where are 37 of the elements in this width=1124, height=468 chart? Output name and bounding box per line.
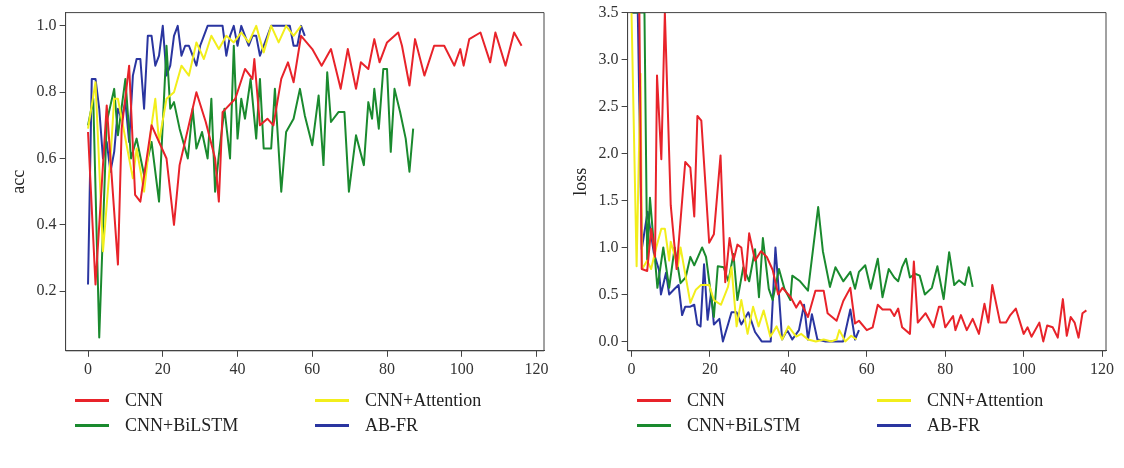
legend-label: CNN+Attention [927,390,1044,411]
x-tick-label: 80 [379,359,396,377]
y-tick-label: 0.2 [36,281,57,299]
y-tick-label: 1.0 [598,237,619,255]
y-tick-label: 0.0 [598,331,619,349]
x-tick-label: 120 [1090,359,1115,377]
x-tick-label: 0 [84,359,93,377]
x-tick-label: 40 [229,359,246,377]
y-tick-label: 0.4 [36,215,57,233]
x-tick-label: 100 [1011,359,1036,377]
x-tick-label: 0 [627,359,636,377]
x-tick-label: 20 [701,359,718,377]
y-tick-label: 1.0 [36,16,57,34]
x-tick-label: 60 [304,359,321,377]
y-tick-label: 2.5 [598,96,619,114]
x-tick-label: 120 [524,359,549,377]
legend-label: CNN [125,390,164,411]
x-tick-label: 80 [937,359,954,377]
y-tick-label: 1.5 [598,190,619,208]
y-axis-title: acc [7,169,28,194]
y-axis-title: loss [569,167,590,196]
x-tick-label: 60 [858,359,875,377]
legend-label: CNN+BiLSTM [687,415,801,436]
y-tick-label: 0.8 [36,82,57,100]
x-tick-label: 100 [449,359,474,377]
legend-label: AB-FR [365,415,419,436]
x-tick-label: 20 [154,359,171,377]
y-tick-label: 0.6 [36,148,57,166]
legend-label: AB-FR [927,415,981,436]
y-tick-label: 0.5 [598,284,619,302]
y-tick-label: 2.0 [598,143,619,161]
legend-label: CNN [687,390,726,411]
legend-label: CNN+Attention [365,390,482,411]
legend-label: CNN+BiLSTM [125,415,239,436]
y-tick-label: 3.0 [598,49,619,67]
y-tick-label: 3.5 [598,2,619,20]
x-tick-label: 40 [780,359,797,377]
